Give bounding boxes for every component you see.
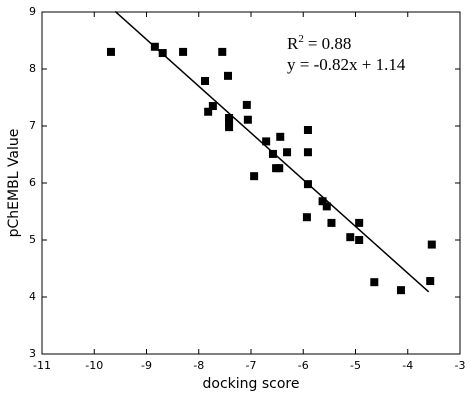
point	[303, 125, 312, 134]
x-tick-label: -10	[85, 359, 103, 372]
fit-line	[114, 10, 430, 293]
point	[322, 202, 331, 211]
point	[318, 197, 327, 206]
point	[218, 47, 227, 56]
point	[370, 278, 379, 287]
point	[262, 137, 271, 146]
x-tick-label: -7	[246, 359, 257, 372]
point	[208, 102, 217, 111]
point	[106, 47, 115, 56]
point	[224, 71, 233, 80]
point	[242, 100, 251, 109]
r2-annotation: R2 = 0.88	[287, 33, 351, 53]
y-tick-label: 6	[29, 176, 36, 189]
x-tick-label: -5	[350, 359, 361, 372]
x-tick-label: -6	[298, 359, 309, 372]
point	[225, 123, 234, 132]
point	[303, 148, 312, 157]
point	[283, 148, 292, 157]
x-axis-label: docking score	[203, 376, 300, 392]
r2-rest: = 0.88	[308, 34, 352, 53]
point	[276, 132, 285, 141]
point	[204, 107, 213, 116]
point	[355, 236, 364, 244]
y-tick-label: 4	[29, 290, 36, 303]
r2-sup: 2	[298, 33, 304, 45]
point	[426, 277, 435, 286]
x-tick-label: -3	[455, 359, 466, 372]
point	[275, 164, 284, 173]
y-tick-label: 7	[29, 119, 36, 132]
point	[250, 172, 259, 181]
point	[179, 47, 188, 56]
point	[225, 118, 234, 127]
r2-base: R	[287, 34, 299, 53]
x-tick-label: -8	[193, 359, 204, 372]
y-tick-label: 5	[29, 233, 36, 246]
y-axis-label: pChEMBL Value	[6, 129, 22, 238]
point	[243, 115, 252, 124]
x-tick-label: -9	[141, 359, 152, 372]
y-tick-label: 8	[29, 62, 36, 75]
point	[302, 213, 311, 222]
point	[268, 149, 277, 158]
point	[355, 218, 364, 227]
point	[327, 218, 336, 227]
x-tick-label: -4	[402, 359, 413, 372]
equation-annotation: y = -0.82x + 1.14	[287, 55, 406, 74]
y-tick-label: 9	[29, 5, 36, 18]
point	[346, 233, 355, 242]
point	[427, 240, 436, 249]
point	[396, 286, 405, 295]
x-tick-label: -11	[33, 359, 51, 372]
y-tick-label: 3	[29, 347, 36, 360]
point	[201, 76, 210, 85]
